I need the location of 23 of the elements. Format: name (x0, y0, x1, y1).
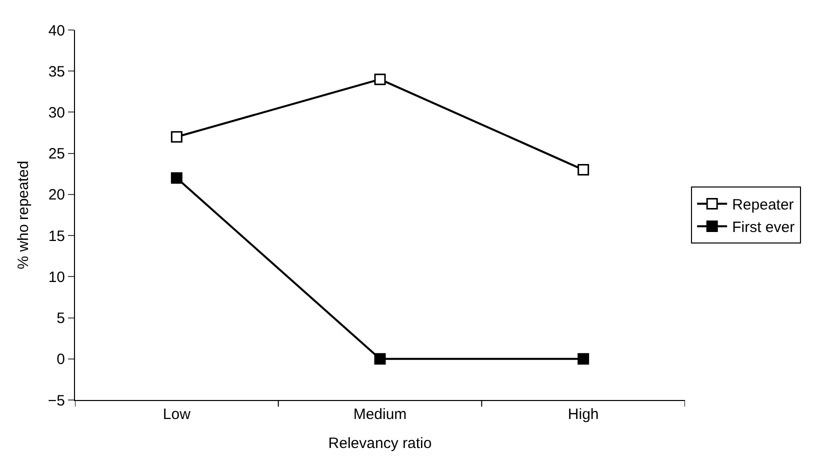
legend-label: Repeater (732, 196, 794, 214)
y-tick-label: 10 (48, 268, 65, 286)
point (170, 172, 182, 184)
legend-label: First ever (732, 219, 795, 236)
x-axis-title: Relevancy ratio (328, 435, 432, 452)
point (578, 353, 590, 365)
y-tick-label: 30 (48, 104, 65, 122)
y-tick-label: 40 (48, 22, 65, 40)
x-tick-label: Low (162, 406, 191, 423)
y-tick-label: −5 (48, 392, 65, 410)
x-tick-label: High (568, 406, 599, 423)
y-tick-label: 25 (48, 146, 65, 163)
point (374, 353, 386, 365)
point (578, 164, 590, 176)
y-tick-label: 35 (48, 63, 65, 80)
point (170, 131, 182, 143)
point (374, 74, 386, 86)
y-axis-title: % who repeated (15, 160, 32, 270)
y-tick-label: 0 (56, 351, 65, 368)
x-tick-label: Medium (353, 406, 407, 423)
y-tick-label: 15 (48, 228, 65, 245)
y-tick-label: 20 (48, 186, 65, 204)
y-tick-label: 5 (56, 310, 65, 328)
